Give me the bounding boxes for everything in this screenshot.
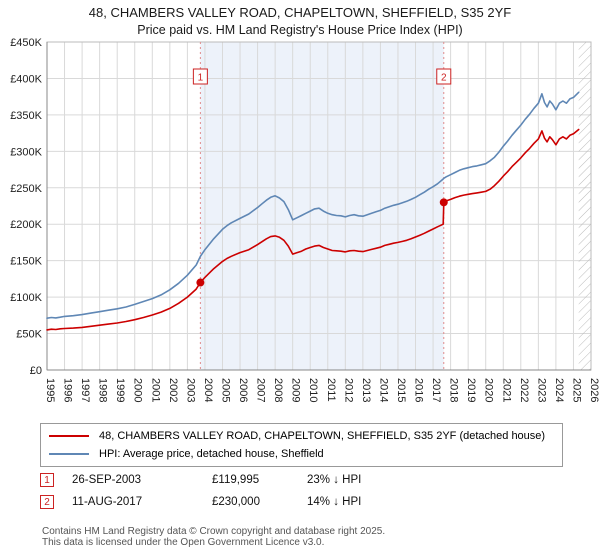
svg-text:2008: 2008 [272, 378, 284, 402]
sale-2-marker: 2 [40, 495, 54, 509]
svg-text:£50K: £50K [16, 329, 42, 341]
property-line-swatch [49, 434, 89, 437]
svg-text:£150K: £150K [10, 256, 42, 268]
svg-text:2009: 2009 [290, 378, 302, 402]
sale-2-date: 11-AUG-2017 [72, 496, 143, 508]
svg-text:£350K: £350K [10, 110, 42, 122]
svg-text:1995: 1995 [44, 378, 56, 402]
svg-text:2006: 2006 [237, 378, 249, 402]
svg-text:2007: 2007 [255, 378, 267, 402]
svg-text:£450K: £450K [10, 37, 42, 49]
price-history-chart: 1995 1996 1997 1998 1999 2000 2001 2002 2003 2004… [10, 37, 600, 402]
sale-2-hpi-diff: 14% ↓ HPI [307, 496, 362, 508]
page-title: 48, CHAMBERS VALLEY ROAD, CHAPELTOWN, SH… [88, 5, 512, 20]
svg-text:1997: 1997 [79, 378, 91, 402]
hpi-line-swatch [49, 452, 89, 455]
svg-text:£100K: £100K [10, 292, 42, 304]
svg-text:1996: 1996 [62, 378, 74, 402]
page-subtitle: Price paid vs. HM Land Registry's House … [137, 23, 463, 37]
svg-text:2015: 2015 [395, 378, 407, 402]
svg-text:2: 2 [441, 73, 447, 84]
sale-1-hpi-diff: 23% ↓ HPI [307, 474, 362, 486]
license-footer: Contains HM Land Registry data © Crown c… [42, 526, 385, 548]
svg-text:2026: 2026 [588, 378, 600, 402]
svg-text:£0: £0 [30, 365, 42, 377]
sale-1-price: £119,995 [212, 474, 260, 486]
svg-text:2005: 2005 [219, 378, 231, 402]
svg-text:2021: 2021 [500, 378, 512, 402]
svg-text:2023: 2023 [535, 378, 547, 402]
svg-text:2025: 2025 [570, 378, 582, 402]
svg-text:2013: 2013 [360, 378, 372, 402]
svg-text:2019: 2019 [465, 378, 477, 402]
svg-text:2014: 2014 [377, 378, 389, 402]
footer-line-2: This data is licensed under the Open Gov… [42, 537, 325, 548]
legend-item-property: 48, CHAMBERS VALLEY ROAD, CHAPELTOWN, SH… [49, 428, 554, 443]
property-legend-label: 48, CHAMBERS VALLEY ROAD, CHAPELTOWN, SH… [99, 429, 546, 442]
svg-text:2016: 2016 [413, 378, 425, 402]
svg-text:1: 1 [198, 73, 204, 84]
svg-text:2002: 2002 [167, 378, 179, 402]
hpi-legend-label: HPI: Average price, detached house, Shef… [99, 447, 324, 460]
svg-text:2018: 2018 [448, 378, 460, 402]
sale-row-1: 1 26-SEP-2003 £119,995 23% ↓ HPI [40, 473, 361, 487]
chart-legend: 48, CHAMBERS VALLEY ROAD, CHAPELTOWN, SH… [40, 423, 563, 467]
svg-text:£300K: £300K [10, 146, 42, 158]
svg-text:2003: 2003 [184, 378, 196, 402]
svg-text:2001: 2001 [149, 378, 161, 402]
svg-text:£400K: £400K [10, 73, 42, 85]
legend-item-hpi: HPI: Average price, detached house, Shef… [49, 446, 554, 461]
svg-text:£250K: £250K [10, 183, 42, 195]
sale-2-price: £230,000 [212, 496, 260, 508]
sale-1-date: 26-SEP-2003 [72, 474, 142, 486]
sale-row-2: 2 11-AUG-2017 £230,000 14% ↓ HPI [40, 495, 361, 509]
sale-1-marker: 1 [40, 473, 54, 487]
svg-text:2022: 2022 [518, 378, 530, 402]
svg-text:2004: 2004 [202, 378, 214, 402]
svg-text:2010: 2010 [307, 378, 319, 402]
svg-text:2024: 2024 [553, 378, 565, 402]
svg-text:2020: 2020 [483, 378, 495, 402]
svg-text:£200K: £200K [10, 219, 42, 231]
svg-text:1998: 1998 [97, 378, 109, 402]
svg-text:2012: 2012 [342, 378, 354, 402]
svg-text:1999: 1999 [114, 378, 126, 402]
svg-text:2011: 2011 [325, 378, 337, 402]
svg-text:2017: 2017 [430, 378, 442, 402]
svg-text:2000: 2000 [132, 378, 144, 402]
footer-line-1: Contains HM Land Registry data © Crown c… [42, 526, 386, 537]
